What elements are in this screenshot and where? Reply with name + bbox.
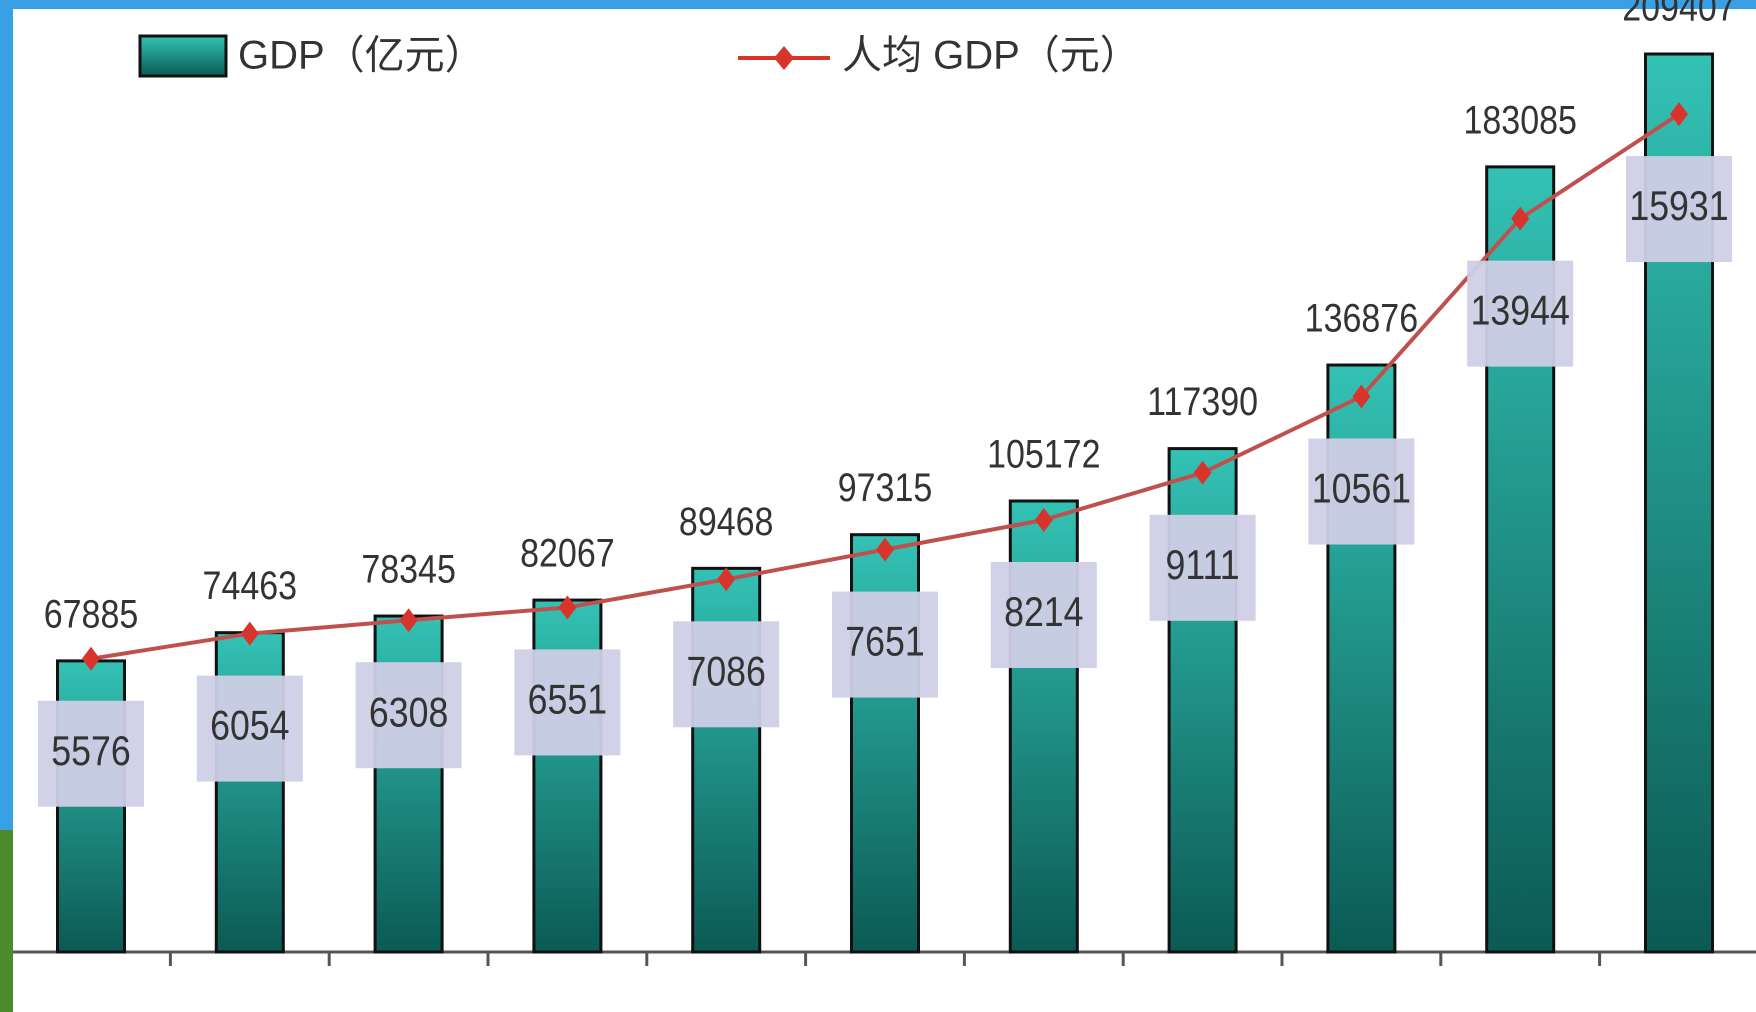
legend: GDP（亿元） 人均 GDP（元） [138, 34, 1140, 78]
bar-value-label: 183085 [1463, 97, 1576, 142]
frame-top [0, 0, 1756, 9]
line-value-label: 10561 [1312, 466, 1411, 512]
line-marker [1034, 507, 1053, 532]
line-value-label: 9111 [1166, 542, 1240, 588]
line-value-label: 6054 [210, 703, 289, 749]
line-value-label: 13944 [1471, 288, 1570, 334]
value-box [832, 591, 938, 698]
bar-value-label: 209407 [1622, 0, 1735, 29]
bar-value-label: 82067 [520, 530, 615, 575]
value-box [1626, 156, 1732, 263]
value-box [1149, 514, 1256, 621]
frame-foliage [0, 830, 13, 1012]
line-marker [82, 646, 100, 671]
value-box [355, 662, 462, 769]
bar-value-label: 67885 [44, 591, 139, 636]
bar-value-label: 136876 [1305, 295, 1418, 340]
bar-value-label: 89468 [679, 498, 774, 543]
line-value-label: 6551 [528, 677, 607, 723]
line-marker [558, 595, 577, 620]
bar-value-label: 78345 [361, 546, 456, 591]
value-box [196, 675, 303, 782]
frame-left [0, 0, 13, 1012]
line-value-label: 6308 [369, 690, 448, 736]
value-box [1308, 438, 1415, 545]
line-marker [876, 537, 894, 562]
value-box [673, 621, 780, 728]
bar-value-label: 74463 [203, 563, 298, 608]
line-marker [240, 621, 259, 646]
line-marker [399, 608, 418, 633]
value-box [1467, 260, 1574, 367]
line-value-label: 7651 [845, 619, 924, 665]
legend-label: GDP（亿元） [238, 34, 485, 78]
legend-swatch-bar [138, 34, 228, 78]
bar-value-label: 117390 [1147, 379, 1258, 424]
line-value-label: 7086 [686, 649, 765, 695]
value-box [990, 561, 1097, 668]
value-box [38, 700, 144, 807]
line-marker [1193, 460, 1212, 485]
line-marker [1670, 102, 1688, 127]
value-box [514, 649, 621, 756]
line-marker [1511, 206, 1530, 231]
bar-value-label: 105172 [987, 431, 1100, 476]
line-value-label: 8214 [1004, 589, 1083, 635]
line-marker [717, 567, 736, 592]
line-value-label: 15931 [1629, 184, 1728, 230]
line-marker [1352, 384, 1371, 409]
line-value-label: 5576 [51, 728, 130, 774]
legend-swatch-marker [774, 46, 794, 70]
legend-label: 人均 GDP（元） [842, 34, 1140, 78]
bar-value-label: 97315 [838, 465, 933, 510]
